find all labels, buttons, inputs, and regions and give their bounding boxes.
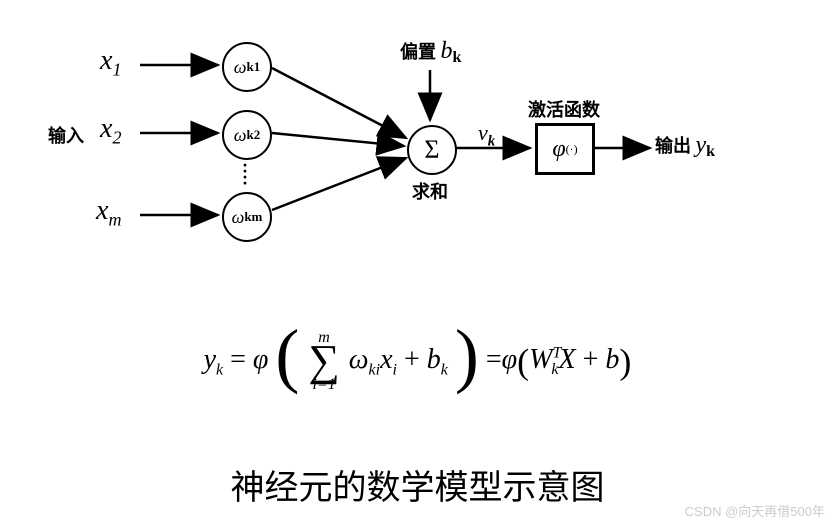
sum-node: Σ — [407, 125, 457, 175]
weight-km: ωkm — [222, 192, 272, 242]
input-x2: x2 — [100, 113, 121, 149]
bias-label: 偏置 bk — [400, 38, 461, 67]
watermark: CSDN @向天再借500年 — [685, 501, 825, 520]
output-label: 输出 yk — [655, 132, 715, 161]
input-side-label: 输入 — [48, 122, 84, 148]
input-x1: x1 — [100, 45, 121, 81]
sum-label: 求和 — [412, 178, 448, 204]
formula: yk = φ ( m ∑ i=1 ωkixi + bk ) =φ(WTkX + … — [0, 330, 835, 430]
activation-box: φ(·) — [535, 123, 595, 175]
neuron-diagram: 输入 x1 x2 xm ωk1 ωk2 ωkm ···· 偏置 bk Σ 求和 … — [0, 0, 835, 300]
ellipsis-dots: ···· — [242, 162, 248, 186]
weight-k1: ωk1 — [222, 42, 272, 92]
v-label: vk — [478, 120, 495, 150]
input-xm: xm — [96, 195, 121, 231]
activation-label: 激活函数 — [528, 96, 600, 122]
weight-k2: ωk2 — [222, 110, 272, 160]
